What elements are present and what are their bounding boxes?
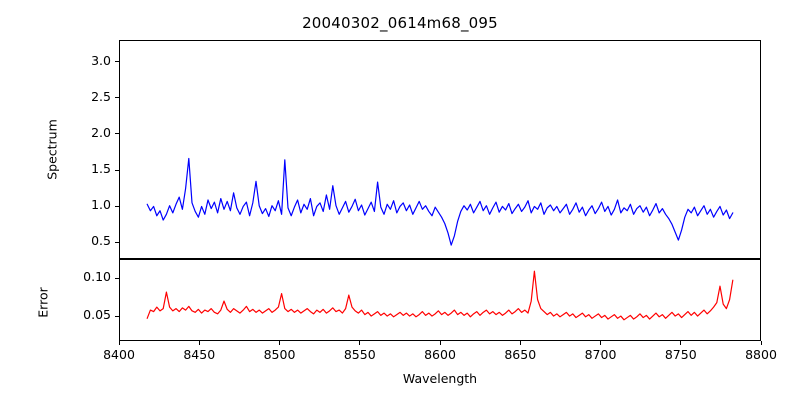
spectrum-axis-label: Spectrum (44, 119, 60, 180)
error-line-plot (120, 260, 760, 340)
figure-title: 20040302_0614m68_095 (302, 14, 498, 32)
ytickmark-spectrum-5 (115, 61, 119, 63)
xtick-7: 8750 (664, 347, 697, 362)
xtick-4: 8600 (424, 347, 456, 362)
wavelength-axis-label: Wavelength (402, 371, 478, 386)
xtick-6: 8700 (584, 347, 617, 362)
spectrum-panel (119, 40, 761, 259)
ytickmark-error-0 (115, 315, 119, 317)
ytick-error-0: 0.05 (83, 307, 111, 323)
xtick-5: 8650 (504, 347, 537, 362)
xtick-0: 8400 (103, 347, 135, 362)
error-trace (147, 271, 733, 320)
ytickmark-spectrum-0 (115, 241, 119, 243)
xtickmark-3 (359, 341, 361, 345)
ytickmark-spectrum-1 (115, 205, 119, 207)
xtick-3: 8550 (343, 347, 376, 362)
ytick-spectrum-0: 0.5 (91, 233, 111, 249)
ytickmark-spectrum-3 (115, 133, 119, 135)
xtickmark-7 (680, 341, 682, 345)
xtickmark-6 (600, 341, 601, 345)
xtickmark-2 (279, 341, 280, 345)
ytickmark-error-1 (115, 277, 119, 279)
spectrum-trace (147, 158, 733, 245)
xtickmark-1 (198, 341, 200, 345)
ytick-spectrum-1: 1.0 (91, 197, 111, 213)
xtick-2: 8500 (263, 347, 296, 362)
xtickmark-5 (519, 341, 521, 345)
ytick-spectrum-4: 2.5 (91, 88, 111, 104)
xtick-8: 8800 (745, 347, 777, 362)
xtickmark-4 (439, 341, 441, 345)
ytickmark-spectrum-4 (115, 97, 119, 99)
xtickmark-8 (760, 341, 762, 345)
ytick-spectrum-5: 3.0 (91, 52, 111, 68)
spectrum-line-plot (120, 41, 760, 258)
ytick-spectrum-3: 2.0 (91, 124, 111, 140)
ytick-spectrum-2: 1.5 (91, 161, 111, 177)
error-axis-label: Error (35, 287, 51, 318)
xtickmark-0 (118, 341, 120, 345)
xtick-1: 8450 (183, 347, 216, 362)
ytickmark-spectrum-2 (115, 169, 119, 171)
ytick-error-1: 0.10 (83, 269, 111, 285)
error-panel (119, 259, 761, 341)
